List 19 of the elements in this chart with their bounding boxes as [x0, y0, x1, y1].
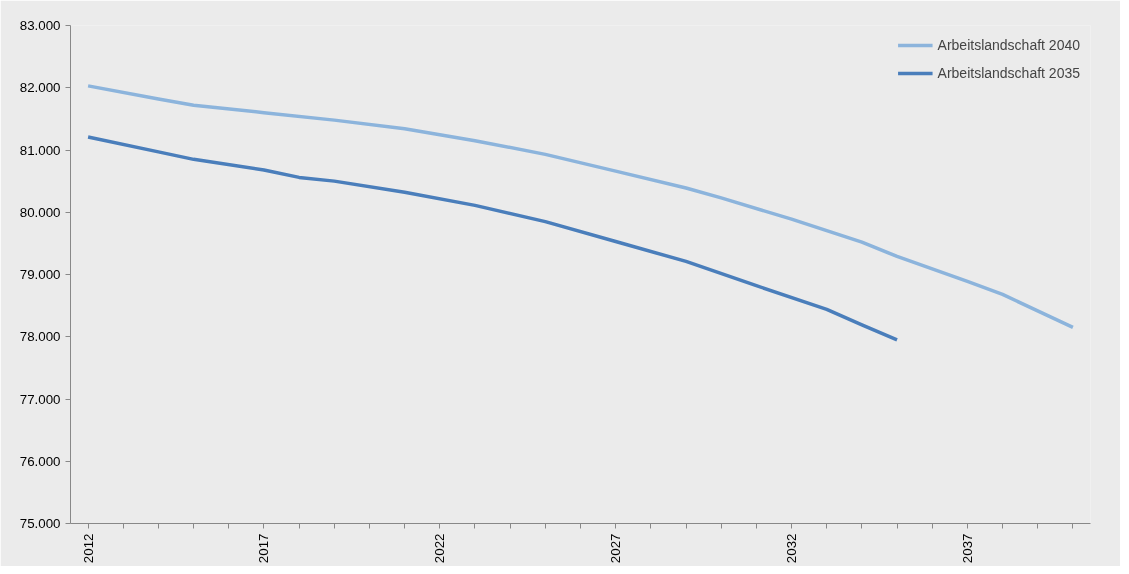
x-tick-label: 2022 — [432, 533, 448, 564]
y-tick-label: 78.000 — [19, 329, 61, 345]
y-tick-label: 81.000 — [19, 142, 61, 158]
y-tick-label: 75.000 — [19, 516, 61, 531]
y-tick-label: 76.000 — [19, 453, 61, 469]
line-series — [86, 135, 899, 342]
x-tick-label: 2037 — [959, 533, 975, 564]
y-tick-label: 79.000 — [19, 267, 61, 282]
line-series — [86, 84, 1075, 330]
x-tick-label: 2012 — [80, 533, 96, 564]
legend-label: Arbeitslandschaft 2040 — [937, 37, 1080, 53]
y-tick-label: 83.000 — [19, 18, 61, 33]
y-tick-label: 82.000 — [19, 80, 61, 96]
x-tick-label: 2017 — [256, 533, 272, 564]
x-tick-label: 2032 — [784, 533, 800, 564]
y-tick-label: 80.000 — [19, 204, 61, 220]
legend-label: Arbeitslandschaft 2035 — [937, 65, 1080, 81]
y-tick-label: 77.000 — [19, 391, 61, 407]
x-tick-label: 2027 — [608, 533, 624, 564]
